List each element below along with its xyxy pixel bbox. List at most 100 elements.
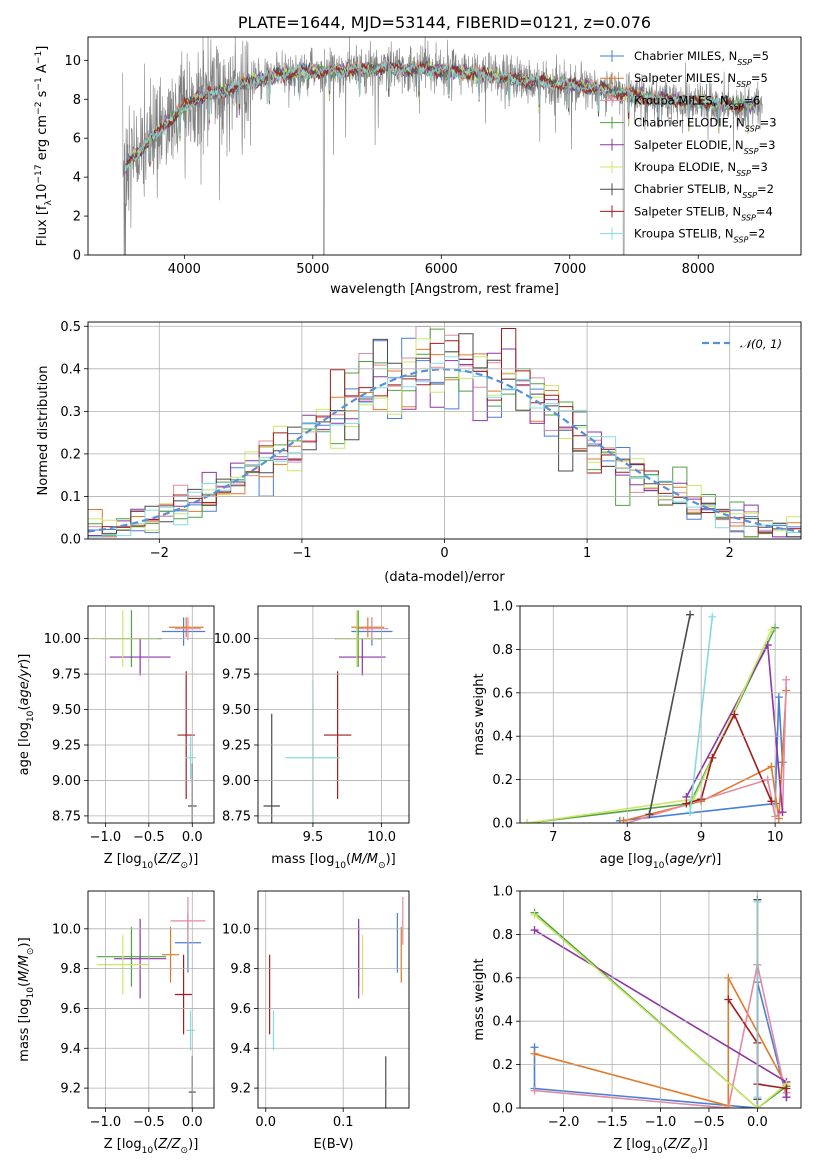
x-tick-label: −0.5: [133, 830, 165, 845]
y-tick-label: 8.75: [52, 809, 81, 824]
axes-frame: [87, 321, 802, 540]
x-tick-label: −0.5: [693, 1115, 725, 1130]
y-tick-label: 0.0: [492, 817, 513, 832]
y-tick-label: 9.25: [222, 738, 251, 753]
y-tick-label: 9.6: [230, 1002, 251, 1017]
x-tick-label: 6000: [425, 262, 458, 277]
x-tick-label: 2: [726, 546, 734, 561]
legend-entry: Kroupa ELODIE, NSSP=3: [634, 160, 768, 178]
y-tick-label: 10: [64, 54, 81, 69]
y-tick-label: 0.3: [60, 405, 81, 420]
legend-entry: Salpeter ELODIE, NSSP=3: [634, 138, 775, 156]
x-tick-label: 0: [440, 546, 448, 561]
y-tick-label: 0.8: [492, 928, 513, 943]
y-tick-label: 0: [73, 249, 81, 264]
y-tick-label: 1.0: [492, 600, 513, 615]
x-axis-label: mass [log10(M/M⊙)]: [271, 852, 395, 871]
axes-frame: [87, 890, 215, 1109]
y-tick-label: 9.25: [52, 738, 81, 753]
axes-frame: [519, 605, 802, 824]
series-marker: [645, 810, 654, 819]
x-tick-label: 7: [549, 830, 557, 845]
y-tick-label: 8: [73, 93, 81, 108]
series-marker: [767, 625, 776, 634]
series-marker: [523, 819, 532, 823]
mass-vs-EBV-data: [269, 896, 404, 1108]
series-marker: [767, 797, 776, 806]
y-tick-label: 0.6: [492, 971, 513, 986]
series-line: [527, 629, 773, 823]
x-tick-label: 1: [583, 546, 591, 561]
panel-spectrum: 4000 5000 6000 7000 8000 0 2 4 6 8 10 PLATE=1644, M…: [34, 13, 802, 297]
series-marker: [530, 1086, 539, 1095]
series-line: [648, 614, 691, 815]
axes-frame: [257, 605, 410, 824]
series-marker: [530, 926, 539, 935]
x-tick-label: 10.0: [367, 830, 396, 845]
x-tick-label: −1.0: [90, 830, 122, 845]
y-tick-label: 10.0: [222, 922, 251, 937]
axes-frame: [87, 605, 215, 824]
series-marker: [767, 762, 776, 771]
axes-frame: [257, 890, 410, 1109]
x-tick-label: 0.0: [255, 1115, 276, 1130]
axes-frame: [87, 36, 802, 256]
legend-entry: Salpeter MILES, NSSP=5: [634, 71, 768, 89]
series-marker: [708, 612, 717, 621]
y-tick-label: 0.4: [492, 730, 513, 745]
y-axis-label: Flux [fλ10−17 erg cm−2 s−1 A−1]: [34, 46, 54, 247]
y-tick-label: 10.00: [44, 632, 81, 647]
y-tick-label: 0.0: [492, 1102, 513, 1117]
x-tick-label: −0.5: [133, 1115, 165, 1130]
x-axis-label: E(B-V): [313, 1137, 353, 1152]
series-marker: [774, 693, 783, 702]
y-tick-label: 0.6: [492, 686, 513, 701]
y-tick-label: 9.75: [222, 668, 251, 683]
x-tick-label: −2.0: [548, 1115, 580, 1130]
legend-entry: 𝒩(0, 1): [740, 337, 782, 351]
series-line: [527, 627, 776, 823]
y-tick-label: 9.8: [230, 962, 251, 977]
y-tick-label: 9.4: [230, 1042, 251, 1057]
y-tick-label: 0.4: [492, 1015, 513, 1030]
x-tick-label: 9.5: [303, 830, 324, 845]
y-tick-label: 9.50: [52, 703, 81, 718]
series-marker: [730, 710, 739, 719]
x-tick-label: −1.5: [596, 1115, 628, 1130]
x-tick-label: −1: [292, 546, 311, 561]
x-tick-label: −2: [150, 546, 169, 561]
series-marker: [724, 995, 733, 1004]
series-marker: [619, 816, 628, 823]
panel-age-vs-mass: 9.5 10.0 8.75 9.00 9.25 9.50 9.75 10.00 mass [lo…: [214, 605, 410, 871]
x-tick-label: −1.0: [645, 1115, 677, 1130]
model-spectrum: [124, 59, 757, 171]
y-tick-label: 9.4: [60, 1042, 81, 1057]
x-tick-label: 10: [767, 830, 784, 845]
y-tick-label: 9.2: [60, 1082, 81, 1097]
y-axis-label: age [log10(age/yr)]: [17, 654, 36, 776]
series-line: [626, 679, 787, 823]
legend-entry: Salpeter STELIB, NSSP=4: [634, 204, 773, 222]
y-axis-label: mass weight: [472, 673, 487, 755]
y-tick-label: 9.6: [60, 1002, 81, 1017]
series-marker: [686, 808, 695, 817]
series-marker: [778, 808, 787, 817]
series-marker: [686, 610, 695, 619]
x-axis-label: (data-model)/error: [384, 570, 505, 585]
y-tick-label: 9.2: [230, 1082, 251, 1097]
x-tick-label: 4000: [168, 262, 201, 277]
x-tick-label: 9: [697, 830, 705, 845]
y-tick-label: 8.75: [222, 809, 251, 824]
x-axis-label: wavelength [Angstrom, rest frame]: [330, 282, 559, 297]
x-tick-label: 0.1: [333, 1115, 354, 1130]
y-tick-label: 0.5: [60, 320, 81, 335]
series-marker: [708, 753, 717, 762]
y-tick-label: 10.0: [52, 922, 81, 937]
panel-residuals: −2 −1 0 1 2 0.0 0.1 0.2 0.3 0.4 0.5 (data-model)/er…: [36, 320, 802, 585]
y-tick-label: 0.2: [492, 773, 513, 788]
x-tick-label: 8: [623, 830, 631, 845]
y-tick-label: 9.8: [60, 962, 81, 977]
series-marker: [682, 799, 691, 808]
massweight-vs-age-data: [523, 610, 791, 823]
x-axis-label: Z [log10(Z/Z⊙)]: [613, 1137, 708, 1156]
